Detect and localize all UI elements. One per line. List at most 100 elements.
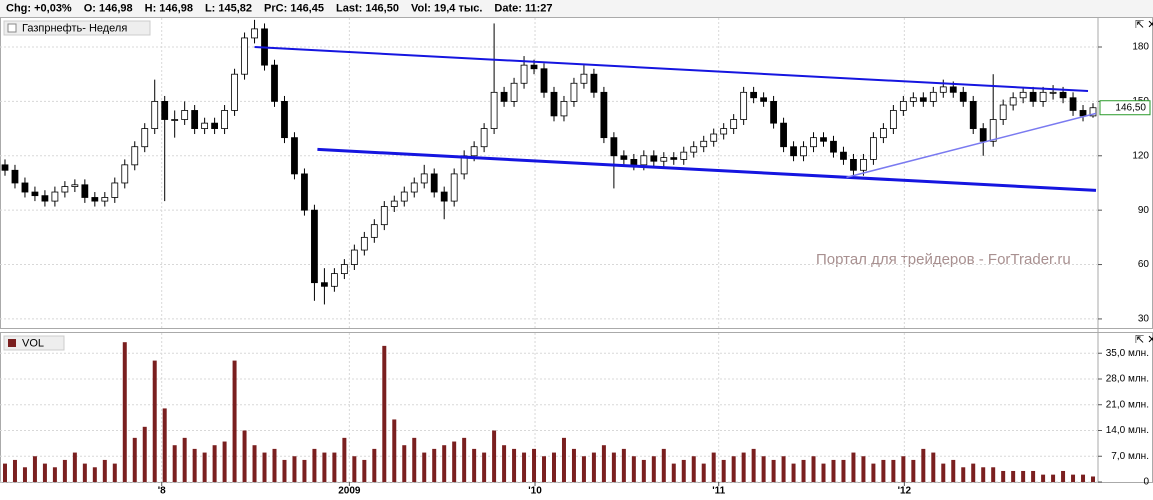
- candle-body: [860, 159, 867, 171]
- candle-body: [909, 97, 917, 102]
- volume-bar: [781, 456, 786, 482]
- volume-bar: [442, 445, 447, 482]
- volume-bar: [861, 456, 866, 482]
- header-item: H: 146,98: [145, 2, 193, 14]
- candle-body: [231, 73, 238, 111]
- candle-body: [91, 197, 99, 202]
- volume-bar: [601, 445, 606, 482]
- volume-bar: [402, 445, 407, 482]
- panel-icon[interactable]: ⇱ ✕: [1135, 19, 1153, 31]
- candle-body: [171, 119, 179, 121]
- candle-body: [251, 28, 258, 39]
- volume-bar: [1081, 474, 1086, 482]
- candle-body: [989, 119, 997, 142]
- candle-body: [1089, 107, 1097, 117]
- volume-bar: [222, 441, 227, 482]
- candle-body: [640, 155, 648, 166]
- candle-body: [470, 146, 478, 157]
- last-price-box: [1099, 100, 1151, 116]
- x-tick-label: '12: [898, 486, 912, 497]
- candle-body: [1079, 110, 1087, 117]
- candle-body: [969, 100, 977, 129]
- volume-bar: [522, 452, 527, 482]
- volume-bar: [1001, 470, 1006, 482]
- legend-label: VOL: [22, 337, 44, 349]
- candle-body: [810, 137, 817, 148]
- volume-bar: [452, 441, 457, 482]
- candle-body: [191, 110, 199, 129]
- volume-bar: [232, 360, 237, 482]
- candle-body: [101, 197, 109, 202]
- volume-bar: [432, 448, 437, 482]
- volume-bar: [102, 459, 107, 482]
- volume-bar: [681, 459, 686, 482]
- y-tick-label: 35,0 млн.: [1106, 348, 1149, 359]
- candle-body: [979, 128, 987, 142]
- x-tick-label: '8: [158, 486, 166, 497]
- volume-bar: [811, 456, 816, 482]
- volume-bar: [551, 452, 556, 482]
- volume-bar: [741, 452, 746, 482]
- volume-bar: [182, 437, 187, 482]
- volume-bar: [891, 459, 896, 482]
- volume-bar: [1051, 474, 1056, 482]
- candle-body: [350, 249, 358, 265]
- candle-body: [520, 64, 528, 84]
- candle-body: [680, 151, 688, 160]
- volume-bar: [701, 463, 706, 482]
- volume-bar: [881, 459, 886, 482]
- volume-bar: [112, 463, 117, 482]
- candle-body: [770, 100, 777, 124]
- legend-box[interactable]: [3, 335, 65, 351]
- candle-body: [1069, 97, 1077, 111]
- y-tick-label: 21,0 млн.: [1106, 399, 1149, 410]
- volume-bar: [981, 467, 986, 482]
- volume-bar: [372, 448, 377, 482]
- candle-body: [540, 68, 548, 93]
- candle-body: [710, 133, 718, 142]
- volume-bar: [472, 448, 477, 482]
- candle-body: [271, 64, 278, 102]
- candle-body: [830, 140, 837, 153]
- candle-body: [221, 110, 228, 129]
- header-item: PrC: 146,45: [264, 2, 324, 14]
- candle-body: [790, 146, 797, 157]
- candle-body: [81, 184, 89, 198]
- candle-body: [780, 122, 787, 148]
- candle-body: [620, 155, 628, 160]
- candle-body: [301, 173, 308, 211]
- candle-body: [1059, 91, 1067, 99]
- candle-body: [121, 164, 129, 184]
- legend-swatch: [7, 23, 17, 33]
- candle-body: [51, 191, 59, 202]
- volume-bar: [312, 448, 317, 482]
- candle-body: [360, 236, 368, 251]
- candle-body: [800, 146, 807, 157]
- legend-label: Газпрнефть- Неделя: [22, 22, 127, 34]
- volume-bar: [751, 448, 756, 482]
- volume-bar: [532, 448, 537, 482]
- volume-bar: [292, 456, 297, 482]
- volume-bar: [392, 419, 397, 482]
- volume-bar: [92, 467, 97, 482]
- candle-body: [281, 100, 288, 139]
- candle-body: [840, 151, 847, 160]
- volume-bar: [272, 448, 277, 482]
- candle-body: [151, 100, 159, 129]
- legend-box[interactable]: [3, 20, 151, 36]
- volume-bar: [12, 459, 17, 482]
- candle-body: [899, 100, 907, 111]
- candle-body: [530, 64, 538, 70]
- volume-bar: [951, 459, 956, 482]
- volume-bar: [851, 452, 856, 482]
- volume-bar: [941, 463, 946, 482]
- y-tick-label: 30: [1138, 314, 1150, 325]
- volume-bar: [961, 467, 966, 482]
- volume-bar: [322, 452, 327, 482]
- candle-body: [750, 91, 758, 99]
- candle-body: [590, 73, 598, 93]
- trend-line: [254, 46, 1089, 93]
- panel-icon[interactable]: ⇱ ✕: [1135, 334, 1153, 346]
